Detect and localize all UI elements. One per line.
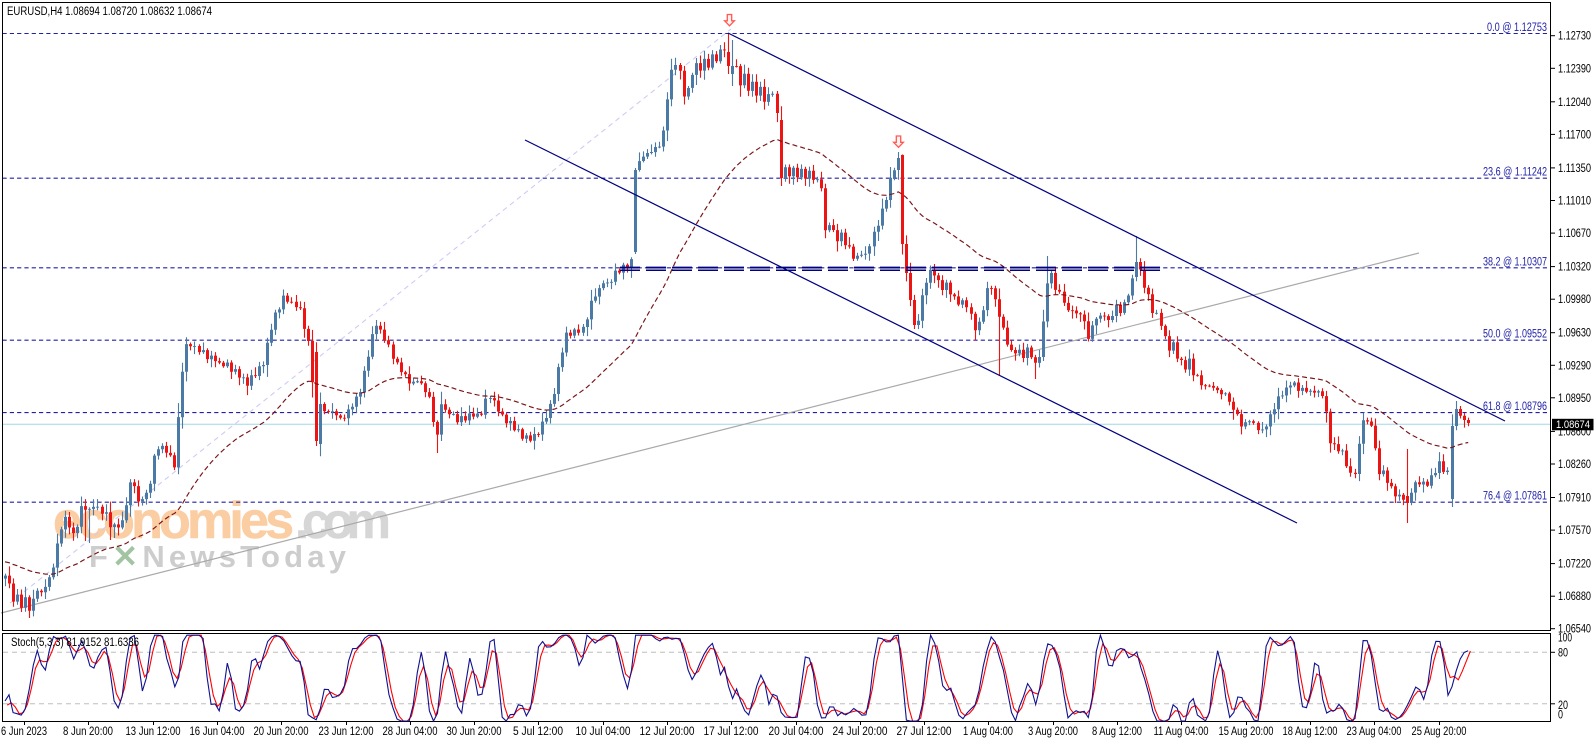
svg-text:5 Jul 12:00: 5 Jul 12:00	[513, 726, 563, 738]
svg-text:F✕NewsToday: F ✕ NewsToday	[89, 539, 347, 574]
svg-text:76.4 @ 1.07861: 76.4 @ 1.07861	[1483, 491, 1547, 503]
svg-text:1.07570: 1.07570	[1558, 525, 1591, 537]
svg-text:1.11700: 1.11700	[1558, 129, 1591, 141]
svg-text:18 Aug 12:00: 18 Aug 12:00	[1283, 726, 1338, 738]
svg-text:28 Jun 04:00: 28 Jun 04:00	[383, 726, 438, 738]
svg-text:20: 20	[1558, 700, 1568, 712]
svg-text:50.0 @ 1.09552: 50.0 @ 1.09552	[1483, 329, 1547, 341]
svg-text:1.08674: 1.08674	[1556, 419, 1590, 431]
svg-text:17 Jul 12:00: 17 Jul 12:00	[704, 726, 759, 738]
svg-text:1.06880: 1.06880	[1558, 591, 1591, 603]
svg-text:30 Jun 20:00: 30 Jun 20:00	[447, 726, 502, 738]
svg-text:25 Aug 20:00: 25 Aug 20:00	[1412, 726, 1467, 738]
svg-text:23 Jun 12:00: 23 Jun 12:00	[319, 726, 374, 738]
svg-text:27 Jul 12:00: 27 Jul 12:00	[897, 726, 952, 738]
svg-text:1 Aug 04:00: 1 Aug 04:00	[963, 726, 1013, 738]
svg-text:1.09290: 1.09290	[1558, 360, 1591, 372]
svg-text:1.09630: 1.09630	[1558, 328, 1591, 340]
svg-text:11 Aug 04:00: 11 Aug 04:00	[1154, 726, 1209, 738]
svg-text:1.08260: 1.08260	[1558, 459, 1591, 471]
svg-text:10 Jul 04:00: 10 Jul 04:00	[576, 726, 631, 738]
svg-text:24 Jul 20:00: 24 Jul 20:00	[833, 726, 888, 738]
svg-text:15 Aug 20:00: 15 Aug 20:00	[1219, 726, 1274, 738]
svg-text:1.10670: 1.10670	[1558, 228, 1591, 240]
svg-text:1.11010: 1.11010	[1558, 196, 1591, 208]
svg-text:1.09980: 1.09980	[1558, 294, 1591, 306]
svg-text:16 Jun 04:00: 16 Jun 04:00	[190, 726, 245, 738]
svg-text:1.06540: 1.06540	[1558, 624, 1591, 636]
svg-text:1.11350: 1.11350	[1558, 163, 1591, 175]
svg-text:0: 0	[1558, 709, 1563, 721]
svg-text:1.08950: 1.08950	[1558, 393, 1591, 405]
svg-text:23 Aug 04:00: 23 Aug 04:00	[1347, 726, 1402, 738]
svg-text:1.12730: 1.12730	[1558, 31, 1591, 43]
svg-text:80: 80	[1558, 647, 1568, 659]
svg-text:Stoch(5,3,3) 81.9152 81.6336: Stoch(5,3,3) 81.9152 81.6336	[11, 637, 139, 649]
svg-text:20 Jun 20:00: 20 Jun 20:00	[254, 726, 309, 738]
svg-text:23.6 @ 1.11242: 23.6 @ 1.11242	[1483, 167, 1547, 179]
svg-text:1.12390: 1.12390	[1558, 63, 1591, 75]
svg-text:61.8 @ 1.08796: 61.8 @ 1.08796	[1483, 401, 1547, 413]
svg-text:20 Jul 04:00: 20 Jul 04:00	[769, 726, 824, 738]
svg-text:3 Aug 20:00: 3 Aug 20:00	[1028, 726, 1078, 738]
svg-text:1.10320: 1.10320	[1558, 262, 1591, 274]
svg-text:100: 100	[1558, 633, 1572, 645]
svg-text:38.2 @ 1.10307: 38.2 @ 1.10307	[1483, 256, 1547, 268]
svg-text:13 Jun 12:00: 13 Jun 12:00	[126, 726, 181, 738]
svg-text:6 Jun 2023: 6 Jun 2023	[1, 726, 47, 738]
svg-text:EURUSD,H4 1.08694 1.08720 1.0: EURUSD,H4 1.08694 1.08720 1.08632 1.0867…	[7, 6, 213, 18]
svg-text:1.07220: 1.07220	[1558, 559, 1591, 571]
svg-text:12 Jul 20:00: 12 Jul 20:00	[640, 726, 695, 738]
svg-text:0.0 @ 1.12753: 0.0 @ 1.12753	[1487, 22, 1547, 34]
svg-text:8 Aug 12:00: 8 Aug 12:00	[1092, 726, 1142, 738]
svg-text:1.07910: 1.07910	[1558, 493, 1591, 505]
svg-text:8 Jun 20:00: 8 Jun 20:00	[63, 726, 113, 738]
svg-text:1.12040: 1.12040	[1558, 97, 1591, 109]
